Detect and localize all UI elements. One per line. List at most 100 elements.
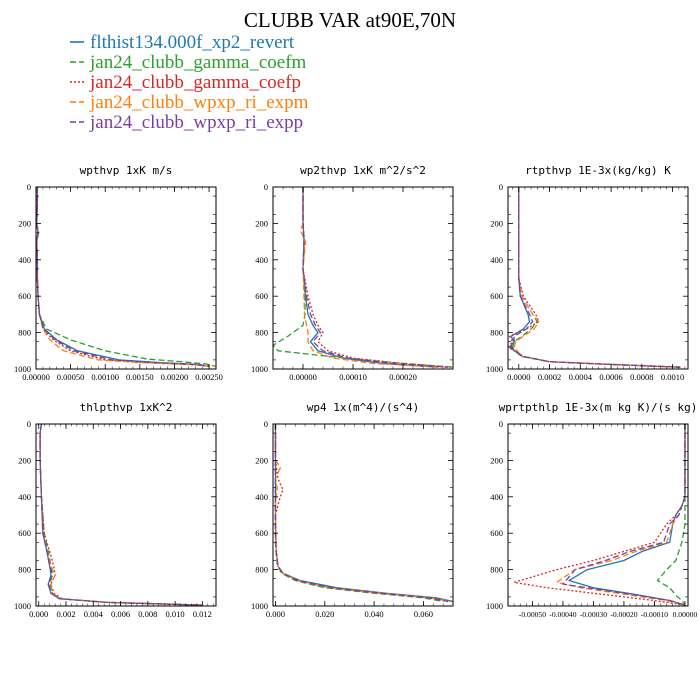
y-tick-label: 600 (255, 528, 268, 538)
x-tick-label: 0.0004 (569, 372, 593, 382)
panel-title: wpthvp 1xK m/s (80, 164, 173, 177)
x-tick-label: 0.00010 (339, 372, 367, 382)
y-tick-label: 200 (18, 218, 31, 228)
chart-panel: wp2thvp 1xK m^2/s^2 0 200 400 600 800 1000 0.00… (251, 164, 454, 382)
x-tick-label: 0.00000 (673, 610, 698, 619)
y-tick-label: 600 (490, 528, 503, 538)
x-tick-label: 0.004 (84, 609, 104, 619)
x-tick-label: 0.008 (138, 609, 157, 619)
x-tick-label: -0.00020 (610, 610, 637, 619)
y-tick-label: 400 (18, 255, 31, 265)
series-group (273, 187, 453, 368)
panel-title: wp2thvp 1xK m^2/s^2 (300, 164, 426, 177)
legend-label: flthist134.000f_xp2_revert (90, 32, 295, 53)
legend: flthist134.000f_xp2_revertjan24_clubb_ga… (70, 32, 309, 133)
panel-title: wprtpthlp 1E-3x(m kg K)/(s kg) (499, 401, 698, 414)
series-line (36, 187, 216, 367)
y-tick-label: 200 (255, 455, 268, 465)
chart-panel: wprtpthlp 1E-3x(m kg K)/(s kg) 0 200 400 600… (486, 401, 697, 619)
y-tick-label: 1000 (251, 601, 268, 611)
legend-entry: jan24_clubb_wpxp_ri_expp (70, 112, 303, 133)
y-tick-label: 200 (490, 218, 503, 228)
y-tick-label: 1000 (14, 601, 31, 611)
series-line (556, 424, 686, 606)
x-tick-label: 0.020 (315, 609, 334, 619)
x-tick-label: 0.00250 (195, 372, 223, 382)
y-tick-label: 800 (255, 328, 268, 338)
series-line (299, 187, 444, 368)
y-tick-label: 0 (499, 419, 503, 429)
plot-frame (507, 423, 689, 607)
series-line (274, 424, 453, 603)
series-line (302, 187, 449, 368)
y-tick-label: 800 (490, 565, 503, 575)
x-tick-label: 0.002 (56, 609, 75, 619)
series-line (656, 424, 686, 606)
series-group (274, 424, 453, 603)
series-line (513, 424, 686, 606)
series-line (510, 187, 681, 368)
series-line (274, 424, 451, 603)
legend-entry: flthist134.000f_xp2_revert (70, 32, 295, 53)
plot-frame (35, 423, 217, 607)
y-tick-label: 1000 (486, 601, 503, 611)
y-tick-label: 0 (27, 182, 31, 192)
y-tick-label: 0 (264, 419, 268, 429)
plot-frame (272, 423, 454, 607)
x-tick-label: 0.010 (166, 609, 185, 619)
series-line (36, 187, 216, 367)
x-tick-label: 0.00200 (161, 372, 189, 382)
y-tick-label: 800 (490, 328, 503, 338)
series-group (508, 187, 681, 368)
y-tick-label: 600 (255, 291, 268, 301)
y-tick-label: 0 (27, 419, 31, 429)
series-line (39, 424, 203, 606)
x-tick-label: 0.0008 (630, 372, 653, 382)
legend-label: jan24_clubb_wpxp_ri_expm (89, 92, 309, 113)
legend-label: jan24_clubb_gamma_coefm (89, 52, 307, 73)
y-tick-label: 1000 (251, 364, 268, 374)
y-tick-label: 400 (255, 492, 268, 502)
y-tick-label: 400 (255, 255, 268, 265)
panel-grid: wpthvp 1xK m/s 0 200 400 600 800 1000 0.00000 0.… (14, 164, 697, 619)
x-tick-label: 0.0002 (538, 372, 561, 382)
y-tick-label: 400 (490, 255, 503, 265)
y-tick-label: 400 (490, 492, 503, 502)
y-tick-label: 800 (18, 328, 31, 338)
x-tick-label: -0.00030 (580, 610, 607, 619)
y-tick-label: 200 (18, 455, 31, 465)
y-tick-label: 200 (490, 455, 503, 465)
y-tick-label: 600 (18, 528, 31, 538)
legend-entry: jan24_clubb_gamma_coefm (70, 52, 307, 73)
x-tick-label: 0.00000 (22, 372, 50, 382)
series-group (36, 187, 216, 367)
series-line (39, 424, 203, 606)
x-tick-label: 0.012 (193, 609, 212, 619)
x-tick-label: 0.00100 (91, 372, 119, 382)
series-line (508, 187, 681, 368)
x-tick-label: 0.00150 (126, 372, 154, 382)
series-line (274, 424, 444, 603)
series-line (302, 187, 439, 368)
x-tick-label: 0.0010 (661, 372, 684, 382)
series-line (36, 187, 210, 367)
series-line (36, 187, 210, 367)
y-tick-label: 0 (499, 182, 503, 192)
x-tick-label: 0.00050 (57, 372, 85, 382)
series-group (39, 424, 203, 606)
plot-frame (272, 186, 454, 370)
panel-title: thlpthvp 1xK^2 (80, 401, 173, 414)
series-line (274, 424, 449, 603)
x-tick-label: -0.00050 (519, 610, 546, 619)
plot-frame (35, 186, 217, 370)
legend-entry: jan24_clubb_wpxp_ri_expm (70, 92, 309, 113)
y-tick-label: 1000 (486, 364, 503, 374)
x-tick-label: 0.00020 (389, 372, 417, 382)
y-tick-label: 600 (18, 291, 31, 301)
series-group (513, 424, 686, 606)
series-line (36, 187, 210, 367)
figure-title: CLUBB VAR at90E,70N (244, 8, 456, 32)
